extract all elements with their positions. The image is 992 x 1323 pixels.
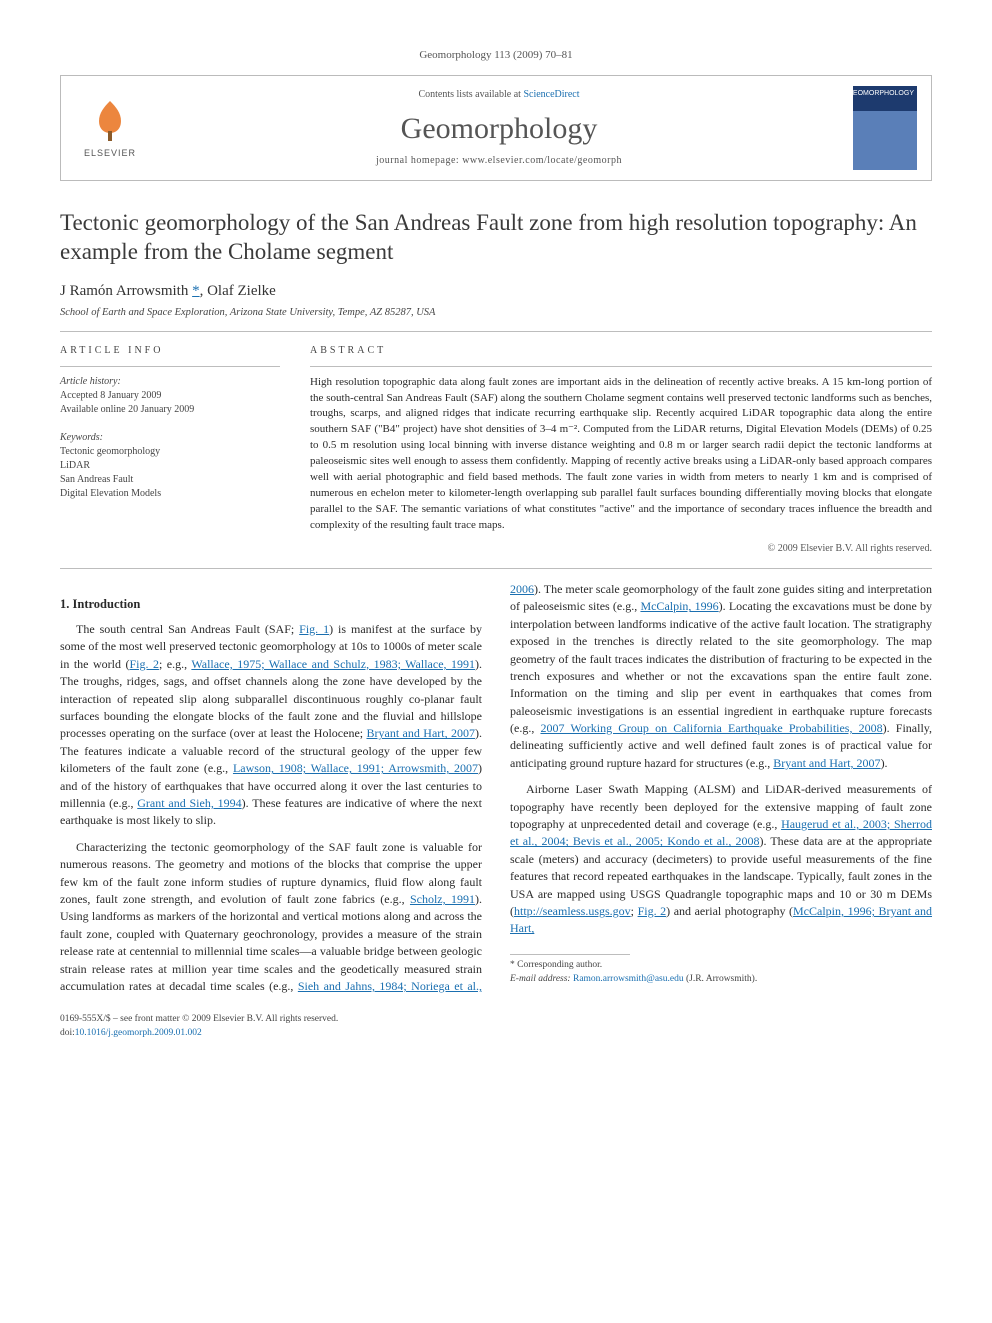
authors-line: J Ramón Arrowsmith *, Olaf Zielke xyxy=(60,281,932,302)
section-heading-intro: 1. Introduction xyxy=(60,595,482,613)
accepted-date: Accepted 8 January 2009 xyxy=(60,389,280,403)
article-info-block: article info Article history: Accepted 8… xyxy=(60,344,280,556)
contents-available-line: Contents lists available at ScienceDirec… xyxy=(159,88,839,102)
journal-banner: ELSEVIER Contents lists available at Sci… xyxy=(60,75,932,181)
tree-icon xyxy=(86,97,134,145)
article-body: 1. Introduction The south central San An… xyxy=(60,581,932,995)
body-paragraph: The south central San Andreas Fault (SAF… xyxy=(60,621,482,830)
keyword: Digital Elevation Models xyxy=(60,487,280,501)
article-info-heading: article info xyxy=(60,344,280,358)
keyword: Tectonic geomorphology xyxy=(60,445,280,459)
body-text: ; e.g., xyxy=(159,657,191,671)
corresponding-author-note: * Corresponding author. xyxy=(510,959,932,973)
corr-text: Corresponding author. xyxy=(515,960,602,970)
doi-line: doi:10.1016/j.geomorph.2009.01.002 xyxy=(60,1027,338,1040)
abstract-block: abstract High resolution topographic dat… xyxy=(310,344,932,556)
citation-link[interactable]: McCalpin, 1996 xyxy=(640,599,718,613)
divider-bottom xyxy=(60,568,932,569)
citation-link[interactable]: Lawson, 1908; Wallace, 1991; Arrowsmith,… xyxy=(233,761,478,775)
history-label: Article history: xyxy=(60,375,280,389)
keyword: LiDAR xyxy=(60,459,280,473)
body-text: ). xyxy=(881,756,888,770)
cover-word: GEOMORPHOLOGY xyxy=(847,89,914,99)
keywords-label: Keywords: xyxy=(60,431,280,445)
journal-cover-thumb: GEOMORPHOLOGY xyxy=(853,86,917,170)
citation-link[interactable]: Bryant and Hart, 2007 xyxy=(367,726,476,740)
contents-available-text: Contents lists available at xyxy=(418,89,523,100)
corresponding-email-link[interactable]: Ramon.arrowsmith@asu.edu xyxy=(573,974,684,984)
citation-link[interactable]: Grant and Sieh, 1994 xyxy=(137,796,241,810)
journal-head-line: Geomorphology 113 (2009) 70–81 xyxy=(60,48,932,63)
figure-ref-link[interactable]: Fig. 2 xyxy=(638,904,667,918)
footnote-separator xyxy=(510,954,630,955)
body-text: ) and aerial photography ( xyxy=(666,904,793,918)
journal-title: Geomorphology xyxy=(159,108,839,150)
abstract-text: High resolution topographic data along f… xyxy=(310,375,932,534)
body-text: ; xyxy=(631,904,638,918)
body-text: ). Locating the excavations must be done… xyxy=(510,599,932,735)
sciencedirect-link[interactable]: ScienceDirect xyxy=(523,89,579,100)
figure-ref-link[interactable]: Fig. 2 xyxy=(129,657,159,671)
online-date: Available online 20 January 2009 xyxy=(60,403,280,417)
doi-label: doi: xyxy=(60,1028,75,1038)
front-matter-line: 0169-555X/$ – see front matter © 2009 El… xyxy=(60,1013,338,1026)
article-title: Tectonic geomorphology of the San Andrea… xyxy=(60,209,932,267)
email-label: E-mail address: xyxy=(510,974,573,984)
abstract-heading: abstract xyxy=(310,344,932,358)
page-footer: 0169-555X/$ – see front matter © 2009 El… xyxy=(60,1013,932,1040)
abstract-copyright: © 2009 Elsevier B.V. All rights reserved… xyxy=(310,542,932,556)
citation-link[interactable]: Scholz, 1991 xyxy=(410,892,475,906)
body-text: ). Using landforms as markers of the hor… xyxy=(60,892,482,993)
footnotes: * Corresponding author. E-mail address: … xyxy=(510,959,932,987)
email-suffix: (J.R. Arrowsmith). xyxy=(684,974,758,984)
affiliation: School of Earth and Space Exploration, A… xyxy=(60,306,932,321)
citation-link[interactable]: Bryant and Hart, 2007 xyxy=(773,756,880,770)
external-link[interactable]: http://seamless.usgs.gov xyxy=(514,904,631,918)
keyword: San Andreas Fault xyxy=(60,473,280,487)
journal-homepage: journal homepage: www.elsevier.com/locat… xyxy=(159,154,839,168)
figure-ref-link[interactable]: Fig. 1 xyxy=(299,622,329,636)
elsevier-logo: ELSEVIER xyxy=(75,93,145,163)
elsevier-brand-text: ELSEVIER xyxy=(84,147,136,160)
info-divider xyxy=(60,366,280,367)
citation-link[interactable]: 2007 Working Group on California Earthqu… xyxy=(540,721,882,735)
citation-link[interactable]: Wallace, 1975; Wallace and Schulz, 1983;… xyxy=(191,657,475,671)
divider-top xyxy=(60,331,932,332)
corresponding-mark-link[interactable]: * xyxy=(192,283,200,299)
doi-link[interactable]: 10.1016/j.geomorph.2009.01.002 xyxy=(75,1028,202,1038)
abstract-divider xyxy=(310,366,932,367)
author-2: , Olaf Zielke xyxy=(200,283,276,299)
body-paragraph: Airborne Laser Swath Mapping (ALSM) and … xyxy=(510,781,932,938)
body-text: The south central San Andreas Fault (SAF… xyxy=(76,622,299,636)
author-1: J Ramón Arrowsmith xyxy=(60,283,192,299)
email-line: E-mail address: Ramon.arrowsmith@asu.edu… xyxy=(510,973,932,987)
